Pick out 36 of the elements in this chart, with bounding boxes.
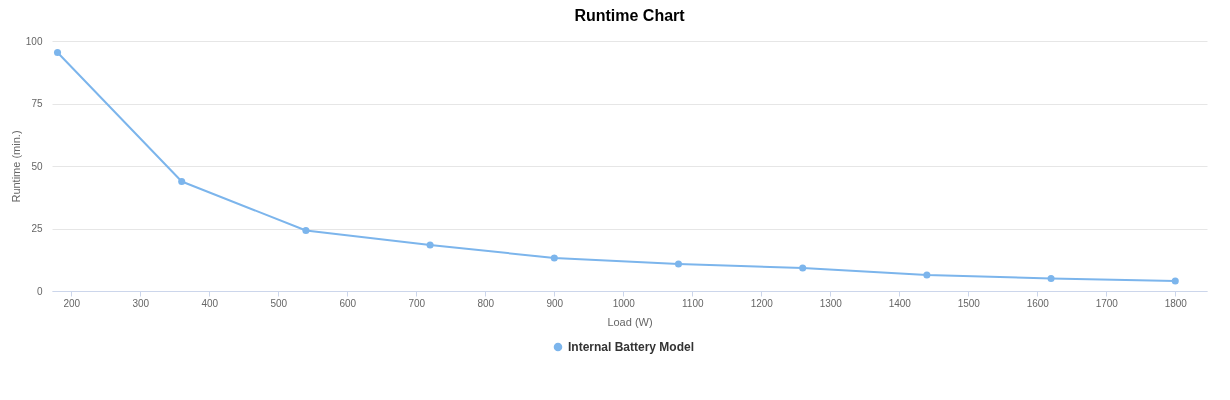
x-tick-label: 800 [477,297,495,309]
y-tick-label: 75 [31,98,43,109]
legend-label: Internal Battery Model [568,340,695,354]
x-tick-label: 700 [408,297,426,309]
y-tick-label: 50 [31,160,43,172]
y-tick-label: 25 [31,223,43,234]
x-axis-title: Load (W) [607,315,653,328]
x-tick-label: 1400 [888,297,912,309]
x-tick-label: 1300 [819,297,843,309]
x-tick-label: 1700 [1095,297,1119,309]
x-tick-label: 600 [339,297,357,309]
point [799,264,807,272]
x-tick-label: 300 [132,297,150,309]
point [302,226,310,235]
x-tick-label: 400 [201,297,219,309]
chart-title: Runtime Chart [574,7,686,24]
x-tick-label: 500 [270,297,288,309]
point [53,48,62,57]
y-tick-label: 0 [36,285,43,297]
x-tick-label: 1000 [612,297,636,309]
x-tick-label: 1100 [682,297,704,309]
point [426,241,434,249]
x-tick-label: 200 [63,297,81,309]
x-tick-label: 1200 [750,297,774,309]
x-tick-label: 1500 [957,297,981,309]
y-axis-title: Runtime (min.) [9,130,22,203]
point [674,260,683,268]
x-tick-label: 900 [546,297,564,309]
point [550,254,558,262]
y-tick-label: 100 [25,35,43,47]
point [1047,274,1055,283]
x-tick-label: 1800 [1164,297,1188,309]
point [178,177,186,186]
x-tick-label: 1600 [1026,297,1050,309]
point [923,271,931,279]
point [1171,277,1179,285]
